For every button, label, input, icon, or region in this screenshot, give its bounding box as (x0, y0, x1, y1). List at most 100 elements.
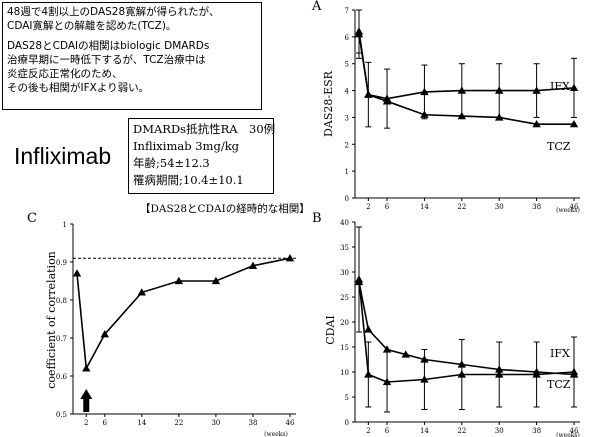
data-point (532, 86, 541, 94)
data-point (495, 113, 504, 121)
data-point (420, 355, 429, 363)
series-label: TCZ (547, 140, 571, 153)
study-info-line: 罹病期間;10.4±10.1 (133, 173, 244, 187)
y-tick-label: 40 (340, 219, 349, 227)
y-tick-label: 20 (340, 319, 349, 327)
arrow-marker (80, 389, 93, 412)
x-tick-label: 46 (570, 427, 579, 435)
x-tick-label: 14 (137, 419, 146, 427)
note-line: 炎症反応正常化のため、 (7, 68, 123, 80)
data-point (420, 375, 429, 383)
data-point (72, 269, 82, 277)
y-tick-label: 3 (345, 114, 349, 122)
summary-note-box: 48週で4割以上のDAS28寛解が得られたが、 CDAI寛解との解離を認めた(T… (2, 2, 262, 110)
y-tick-label: 1 (63, 221, 67, 229)
study-info-line: DMARDs抵抗性RA 30例 (133, 122, 276, 136)
x-tick-label: 38 (532, 203, 541, 211)
y-tick-label: 5 (345, 394, 349, 402)
data-point (364, 370, 373, 378)
x-tick-label: 30 (495, 427, 504, 435)
data-point (364, 90, 373, 98)
x-tick-label: 46 (286, 419, 295, 427)
data-point (248, 261, 258, 269)
y-tick-label: 0.9 (56, 259, 67, 267)
data-point (532, 367, 541, 376)
series-label: TCZ (547, 378, 571, 391)
data-point (420, 110, 429, 118)
y-tick-label: 0 (345, 419, 349, 427)
x-tick-label: 2 (366, 427, 370, 435)
data-point (457, 370, 467, 378)
data-point (569, 83, 579, 92)
y-tick-label: 25 (340, 294, 349, 302)
y-tick-label: 2 (345, 141, 349, 149)
x-tick-label: 22 (457, 427, 466, 435)
data-point (382, 345, 392, 353)
data-point (495, 370, 504, 378)
x-tick-label: 22 (457, 203, 466, 211)
data-point (382, 97, 392, 105)
y-tick-label: 0.8 (56, 297, 67, 305)
x-axis-label: (weeks) (556, 432, 580, 437)
study-info-line: 年齢;54±12.3 (133, 156, 210, 170)
note-line: DAS28とCDAIの相関はbiologic DMARDs (7, 40, 210, 52)
note-line: CDAI寛解との解離を認めた(TCZ)。 (7, 20, 177, 32)
data-point (354, 277, 364, 286)
y-tick-label: 7 (345, 7, 349, 15)
note-line: 治療早期に一時低下するが、TCZ治療中は (7, 54, 206, 66)
study-info-line: Infliximab 3mg/kg (133, 139, 240, 153)
data-point (532, 119, 541, 128)
x-tick-label: 30 (495, 203, 504, 211)
series-line (358, 31, 575, 100)
y-tick-label: 6 (345, 34, 350, 42)
x-tick-label: 2 (84, 419, 88, 427)
drug-label: Infliximab (14, 143, 112, 169)
data-point (174, 276, 184, 285)
x-tick-label: 6 (103, 419, 108, 427)
panel-letter: A (311, 0, 322, 14)
data-point (100, 330, 109, 338)
data-point (401, 350, 410, 358)
series-line (76, 257, 291, 372)
y-tick-label: 0 (345, 195, 349, 203)
x-tick-label: 6 (385, 203, 390, 211)
study-info-box: DMARDs抵抗性RA 30例 Infliximab 3mg/kg 年齢;54±… (128, 118, 276, 194)
data-point (495, 86, 504, 94)
data-point (285, 254, 295, 262)
data-point (457, 360, 467, 368)
note-line: その後も相関がIFXより弱い。 (7, 82, 150, 94)
data-point (569, 370, 579, 378)
data-point (82, 364, 91, 372)
y-tick-label: 0.5 (56, 411, 67, 419)
data-point (382, 377, 392, 386)
data-point (211, 276, 221, 285)
data-point (364, 325, 373, 333)
y-axis-label: CDAI (324, 315, 337, 345)
panel-letter: B (312, 211, 322, 226)
x-tick-label: 22 (174, 419, 183, 427)
data-point (354, 29, 364, 38)
y-axis-label: DAS28-ESR (322, 70, 335, 137)
y-tick-label: 1 (345, 168, 349, 176)
y-tick-label: 35 (340, 244, 349, 252)
x-axis-label: (weeks) (264, 431, 288, 437)
y-tick-label: 0.6 (56, 373, 68, 381)
series-label: IFX (550, 347, 570, 360)
panel-letter: C (27, 211, 37, 226)
y-tick-label: 0.7 (56, 335, 67, 343)
data-point (457, 86, 467, 94)
series-line (358, 279, 575, 383)
y-tick-label: 15 (340, 344, 349, 352)
y-tick-label: 5 (345, 61, 349, 69)
y-tick-label: 4 (345, 88, 350, 96)
x-tick-label: 38 (532, 427, 541, 435)
x-tick-label: 14 (420, 427, 429, 435)
data-point (457, 111, 467, 120)
chart-title: 【DAS28とCDAIの経時的な相関】 (140, 202, 310, 215)
series-line (358, 34, 574, 125)
x-tick-label: 30 (211, 419, 220, 427)
data-point (137, 288, 147, 296)
data-point (569, 119, 579, 128)
x-tick-label: 14 (420, 203, 429, 211)
